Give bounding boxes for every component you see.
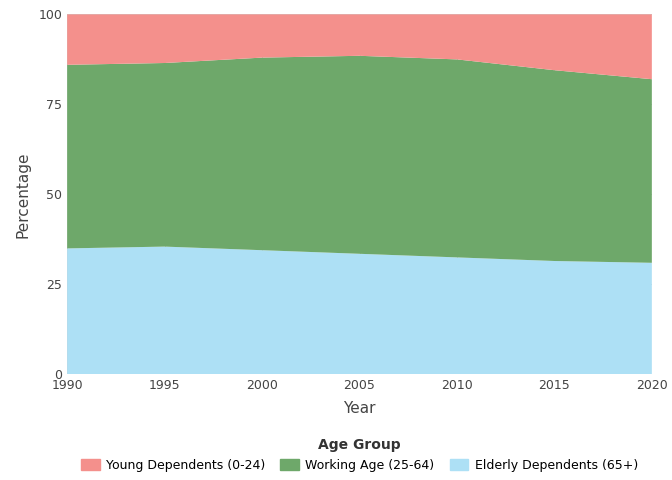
- Legend: Young Dependents (0-24), Working Age (25-64), Elderly Dependents (65+): Young Dependents (0-24), Working Age (25…: [77, 435, 642, 475]
- X-axis label: Year: Year: [343, 401, 376, 416]
- Y-axis label: Percentage: Percentage: [15, 151, 30, 238]
